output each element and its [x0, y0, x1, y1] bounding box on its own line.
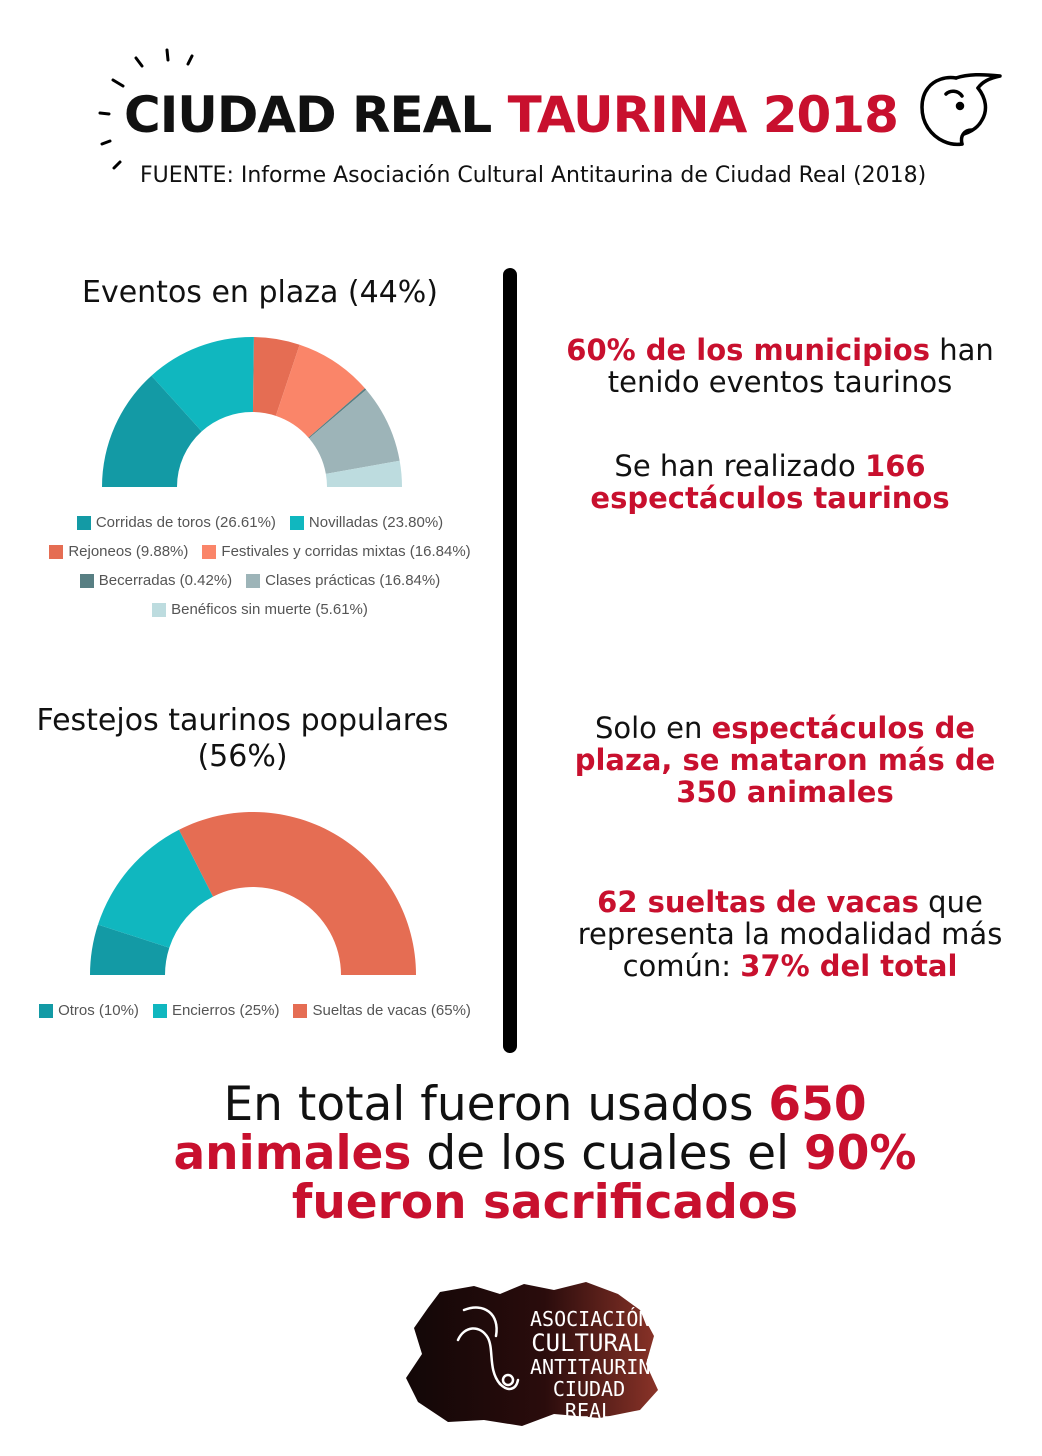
chart1-legend-swatch	[79, 573, 94, 588]
sunburst-lines-icon	[98, 48, 194, 170]
chart1-legend-swatch	[152, 602, 167, 617]
title-red: TAURINA 2018	[507, 86, 899, 144]
chart1-legend-row: Corridas de toros (26.61%) Novilladas (23…	[10, 508, 510, 537]
fact3-red: espectáculos de plaza, se mataron más de…	[574, 711, 996, 809]
chart1-slice-3	[275, 344, 365, 438]
chart1-legend-label: Becerradas (0.42%)	[98, 572, 233, 589]
fact1-red: 60% de los municipios	[566, 333, 930, 367]
chart1-legend-swatch	[202, 544, 217, 559]
chart1-legend-swatch	[246, 573, 261, 588]
bull-head-icon	[920, 72, 1002, 147]
logo-line-3: ANTITAURINA	[530, 1355, 663, 1379]
fact2-red: 166 espectáculos taurinos	[590, 449, 950, 515]
chart1-legend: Corridas de toros (26.61%) Novilladas (23…	[10, 508, 510, 624]
page-title: CIUDAD REAL TAURINA 2018	[124, 86, 899, 144]
chart2-legend-item: Otros (10%)	[39, 1002, 139, 1019]
chart1-legend-swatch	[49, 544, 64, 559]
bottom-part1: En total fueron usados	[223, 1077, 769, 1132]
chart1-legend-item: Benéficos sin muerte (5.61%)	[152, 601, 368, 618]
logo-line-4: CIUDAD REAL	[552, 1377, 626, 1423]
fact-espectaculos: Se han realizado 166 espectáculos taurin…	[545, 450, 995, 514]
chart2-semi-donut	[90, 812, 416, 975]
fact2-head: Se han realizado	[614, 449, 866, 483]
chart1-legend-item: Clases prácticas (16.84%)	[246, 572, 440, 589]
chart1-legend-item: Rejoneos (9.88%)	[49, 543, 188, 560]
chart1-slice-5	[309, 389, 400, 474]
association-logo	[406, 1282, 658, 1426]
title-black: CIUDAD REAL	[124, 86, 492, 144]
chart1-title: Eventos en plaza (44%)	[82, 275, 438, 310]
chart1-legend-swatch	[289, 515, 304, 530]
chart2-slice-0	[90, 924, 170, 975]
chart2-legend-swatch	[152, 1003, 167, 1018]
chart1-legend-item: Corridas de toros (26.61%)	[76, 514, 276, 531]
chart1-legend-label: Novilladas (23.80%)	[308, 514, 444, 531]
bottom-statement: En total fueron usados 650 animales de l…	[130, 1080, 960, 1227]
fact1-tail: han tenido eventos taurinos	[607, 333, 994, 399]
chart1-slice-0	[102, 375, 202, 487]
chart2-legend-swatch	[293, 1003, 308, 1018]
fact3-head: Solo en	[594, 711, 712, 745]
bull-silhouette-icon	[456, 1306, 520, 1391]
chart2-legend-swatch	[39, 1003, 54, 1018]
chart2-slice-1	[97, 829, 214, 948]
chart1-legend-row: Rejoneos (9.88%) Festivales y corridas mi…	[10, 537, 510, 566]
fact4-mid: que representa la modalidad más común:	[577, 885, 1003, 983]
chart2-legend-label: Otros (10%)	[58, 1002, 139, 1019]
chart2-legend-item: Encierros (25%)	[152, 1002, 280, 1019]
chart1-legend-row: Becerradas (0.42%) Clases prácticas (16.8…	[10, 566, 510, 595]
logo-line-1: ASOCIACIÓN	[530, 1307, 651, 1331]
bottom-part2: de los cuales el	[411, 1126, 805, 1181]
source-text: FUENTE: Informe Asociación Cultural Anti…	[140, 163, 927, 188]
chart1-legend-row: Benéficos sin muerte (5.61%)	[10, 595, 510, 624]
fact-sueltas: 62 sueltas de vacas que representa la mo…	[540, 886, 1040, 982]
chart2-legend: Otros (10%) Encierros (25%) Sueltas de vac…	[0, 996, 510, 1025]
logo-text: ASOCIACIÓN CULTURAL ANTITAURINA CIUDAD R…	[530, 1307, 663, 1423]
fact-municipios: 60% de los municipios han tenido eventos…	[545, 334, 1015, 398]
chart2-title: Festejos taurinos populares (56%)	[36, 703, 449, 774]
chart2-slice-2	[178, 812, 416, 975]
chart1-slice-2	[252, 337, 300, 416]
chart1-legend-label: Festivales y corridas mixtas (16.84%)	[221, 543, 471, 560]
chart2-legend-label: Encierros (25%)	[171, 1002, 280, 1019]
chart1-legend-label: Benéficos sin muerte (5.61%)	[171, 601, 368, 618]
chart1-slice-4	[308, 388, 367, 439]
chart1-slice-1	[151, 337, 254, 432]
logo-line-2: CULTURAL	[531, 1329, 647, 1357]
fact4-red: 62 sueltas de vacas	[597, 885, 919, 919]
fact-animales-plaza: Solo en espectáculos de plaza, se mataro…	[555, 712, 1015, 808]
logo-shape	[406, 1282, 658, 1426]
chart1-legend-item: Festivales y corridas mixtas (16.84%)	[202, 543, 471, 560]
chart1-legend-label: Clases prácticas (16.84%)	[265, 572, 441, 589]
chart1-semi-donut	[102, 337, 402, 487]
chart1-legend-swatch	[76, 515, 91, 530]
bottom-red1: 650 animales	[173, 1077, 867, 1181]
vertical-divider	[503, 268, 517, 1053]
chart2-legend-row: Otros (10%) Encierros (25%) Sueltas de vac…	[0, 996, 510, 1025]
fact4-red2: 37% del total	[740, 949, 958, 983]
chart1-legend-label: Rejoneos (9.88%)	[68, 543, 189, 560]
chart1-legend-item: Novilladas (23.80%)	[289, 514, 444, 531]
chart1-slice-6	[325, 460, 402, 487]
chart1-legend-item: Becerradas (0.42%)	[79, 572, 233, 589]
bottom-red2: 90% fueron sacrificados	[291, 1126, 917, 1230]
chart2-legend-item: Sueltas de vacas (65%)	[293, 1002, 471, 1019]
chart1-legend-label: Corridas de toros (26.61%)	[95, 514, 276, 531]
chart2-legend-label: Sueltas de vacas (65%)	[312, 1002, 471, 1019]
